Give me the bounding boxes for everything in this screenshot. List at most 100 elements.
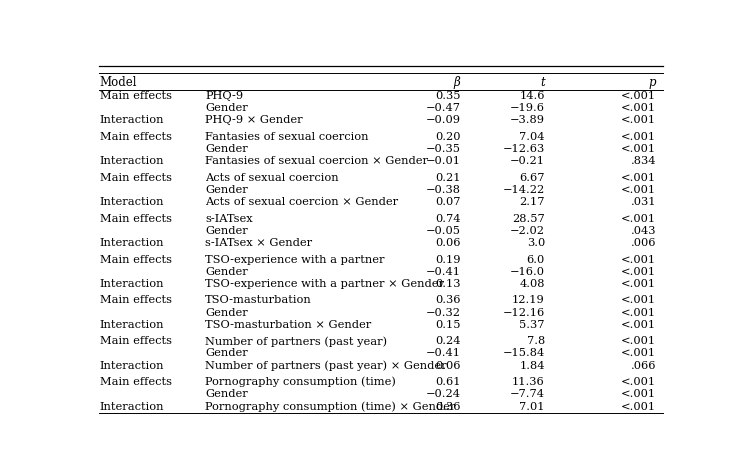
Text: .066: .066 xyxy=(631,361,656,371)
Text: 7.04: 7.04 xyxy=(519,132,545,142)
Text: 0.74: 0.74 xyxy=(435,214,460,224)
Text: Acts of sexual coercion: Acts of sexual coercion xyxy=(205,173,339,183)
Text: 0.06: 0.06 xyxy=(435,238,460,248)
Text: .006: .006 xyxy=(631,238,656,248)
Text: Gender: Gender xyxy=(205,390,248,399)
Text: 11.36: 11.36 xyxy=(512,377,545,387)
Text: Model: Model xyxy=(100,76,137,89)
Text: 0.19: 0.19 xyxy=(435,254,460,265)
Text: <.001: <.001 xyxy=(621,173,656,183)
Text: 0.36: 0.36 xyxy=(435,402,460,412)
Text: Interaction: Interaction xyxy=(100,320,164,330)
Text: Main effects: Main effects xyxy=(100,91,172,101)
Text: <.001: <.001 xyxy=(621,91,656,101)
Text: Main effects: Main effects xyxy=(100,132,172,142)
Text: Pornography consumption (time): Pornography consumption (time) xyxy=(205,377,396,388)
Text: −0.41: −0.41 xyxy=(425,267,460,277)
Text: 0.61: 0.61 xyxy=(435,377,460,387)
Text: s-IATsex × Gender: s-IATsex × Gender xyxy=(205,238,312,248)
Text: Gender: Gender xyxy=(205,185,248,195)
Text: p: p xyxy=(649,76,656,89)
Text: t: t xyxy=(540,76,545,89)
Text: 6.67: 6.67 xyxy=(519,173,545,183)
Text: <.001: <.001 xyxy=(621,349,656,358)
Text: <.001: <.001 xyxy=(621,185,656,195)
Text: Gender: Gender xyxy=(205,103,248,113)
Text: Main effects: Main effects xyxy=(100,377,172,387)
Text: Main effects: Main effects xyxy=(100,214,172,224)
Text: −12.16: −12.16 xyxy=(503,308,545,317)
Text: 6.0: 6.0 xyxy=(527,254,545,265)
Text: <.001: <.001 xyxy=(621,295,656,305)
Text: Interaction: Interaction xyxy=(100,115,164,125)
Text: −3.89: −3.89 xyxy=(510,115,545,125)
Text: Fantasies of sexual coercion × Gender: Fantasies of sexual coercion × Gender xyxy=(205,156,428,166)
Text: 7.01: 7.01 xyxy=(519,402,545,412)
Text: TSO-experience with a partner × Gender: TSO-experience with a partner × Gender xyxy=(205,279,444,289)
Text: TSO-masturbation × Gender: TSO-masturbation × Gender xyxy=(205,320,372,330)
Text: <.001: <.001 xyxy=(621,214,656,224)
Text: 2.17: 2.17 xyxy=(519,197,545,207)
Text: TSO-experience with a partner: TSO-experience with a partner xyxy=(205,254,385,265)
Text: Interaction: Interaction xyxy=(100,402,164,412)
Text: .043: .043 xyxy=(631,226,656,236)
Text: <.001: <.001 xyxy=(621,132,656,142)
Text: β: β xyxy=(453,76,460,89)
Text: −7.74: −7.74 xyxy=(510,390,545,399)
Text: 0.13: 0.13 xyxy=(435,279,460,289)
Text: Interaction: Interaction xyxy=(100,156,164,166)
Text: 14.6: 14.6 xyxy=(519,91,545,101)
Text: PHQ-9 × Gender: PHQ-9 × Gender xyxy=(205,115,303,125)
Text: Interaction: Interaction xyxy=(100,197,164,207)
Text: Main effects: Main effects xyxy=(100,173,172,183)
Text: .031: .031 xyxy=(631,197,656,207)
Text: −0.21: −0.21 xyxy=(510,156,545,166)
Text: PHQ-9: PHQ-9 xyxy=(205,91,243,101)
Text: 12.19: 12.19 xyxy=(512,295,545,305)
Text: Main effects: Main effects xyxy=(100,254,172,265)
Text: 4.08: 4.08 xyxy=(519,279,545,289)
Text: −19.6: −19.6 xyxy=(510,103,545,113)
Text: <.001: <.001 xyxy=(621,336,656,346)
Text: 28.57: 28.57 xyxy=(512,214,545,224)
Text: −16.0: −16.0 xyxy=(510,267,545,277)
Text: <.001: <.001 xyxy=(621,115,656,125)
Text: −14.22: −14.22 xyxy=(503,185,545,195)
Text: Number of partners (past year) × Gender: Number of partners (past year) × Gender xyxy=(205,360,447,371)
Text: <.001: <.001 xyxy=(621,402,656,412)
Text: Main effects: Main effects xyxy=(100,295,172,305)
Text: Gender: Gender xyxy=(205,144,248,154)
Text: Interaction: Interaction xyxy=(100,238,164,248)
Text: 0.06: 0.06 xyxy=(435,361,460,371)
Text: <.001: <.001 xyxy=(621,377,656,387)
Text: Interaction: Interaction xyxy=(100,361,164,371)
Text: <.001: <.001 xyxy=(621,390,656,399)
Text: Interaction: Interaction xyxy=(100,279,164,289)
Text: Gender: Gender xyxy=(205,349,248,358)
Text: Main effects: Main effects xyxy=(100,336,172,346)
Text: 0.20: 0.20 xyxy=(435,132,460,142)
Text: <.001: <.001 xyxy=(621,267,656,277)
Text: 3.0: 3.0 xyxy=(527,238,545,248)
Text: 0.35: 0.35 xyxy=(435,91,460,101)
Text: <.001: <.001 xyxy=(621,103,656,113)
Text: 7.8: 7.8 xyxy=(527,336,545,346)
Text: 0.15: 0.15 xyxy=(435,320,460,330)
Text: −15.84: −15.84 xyxy=(503,349,545,358)
Text: Pornography consumption (time) × Gender: Pornography consumption (time) × Gender xyxy=(205,401,455,412)
Text: <.001: <.001 xyxy=(621,144,656,154)
Text: <.001: <.001 xyxy=(621,308,656,317)
Text: −0.41: −0.41 xyxy=(425,349,460,358)
Text: −0.05: −0.05 xyxy=(425,226,460,236)
Text: 0.07: 0.07 xyxy=(435,197,460,207)
Text: −0.35: −0.35 xyxy=(425,144,460,154)
Text: 1.84: 1.84 xyxy=(519,361,545,371)
Text: 0.36: 0.36 xyxy=(435,295,460,305)
Text: −2.02: −2.02 xyxy=(510,226,545,236)
Text: −0.09: −0.09 xyxy=(425,115,460,125)
Text: −0.47: −0.47 xyxy=(425,103,460,113)
Text: Gender: Gender xyxy=(205,308,248,317)
Text: <.001: <.001 xyxy=(621,320,656,330)
Text: −12.63: −12.63 xyxy=(503,144,545,154)
Text: 0.21: 0.21 xyxy=(435,173,460,183)
